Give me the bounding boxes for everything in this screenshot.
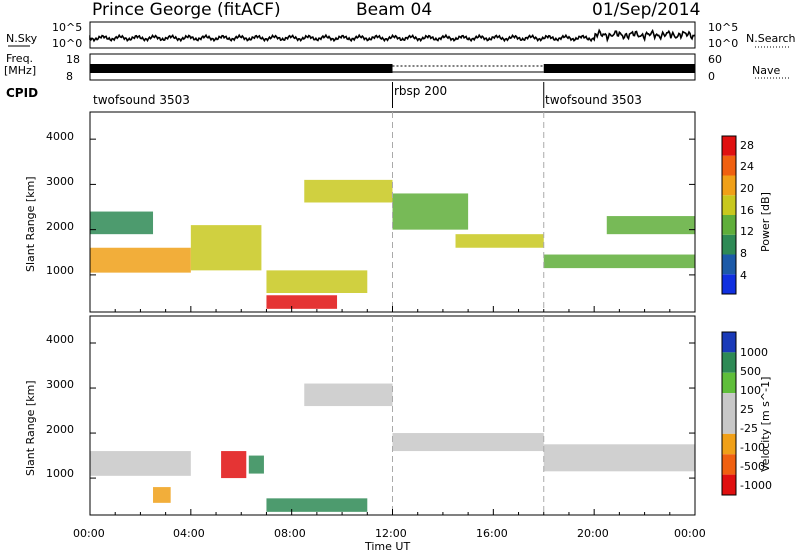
cpid-label: CPID [6,86,39,100]
xtick-12: 12:00 [375,527,407,540]
power-cbar-tick-28: 28 [740,139,754,152]
xtick-20: 20:00 [577,527,609,540]
velocity-colorbar [721,331,737,496]
velocity-cbar-cell-8 [722,474,736,495]
freq-bar-2 [543,64,695,73]
velocity-ytick-1000: 1000 [46,467,74,480]
vel-cbar-tick-25: 25 [740,403,754,416]
power-cbar-cell-7 [722,155,736,176]
vel-cbar-tick-100: 100 [740,384,761,397]
nsearch-label: N.Search [746,32,796,45]
nsearch-tick-bottom: 10^0 [708,37,739,50]
power-cbar-cell-1 [722,274,736,294]
nsky-tick-bottom: 10^0 [52,37,83,50]
nsky-trace [89,28,696,43]
date-title: 01/Sep/2014 [592,0,701,20]
cpid-segment-3: twofsound 3503 [545,93,642,107]
velocity-band-8 [153,487,171,503]
velocity-band-7 [543,444,695,472]
beam-title: Beam 04 [356,0,433,20]
power-band-7 [392,193,469,230]
nave-label: Nave [752,64,781,77]
cpid-segment-1: twofsound 3503 [93,93,190,107]
velocity-cbar-cell-1 [722,332,736,353]
power-band-4 [266,295,338,309]
freq-bar-1 [90,64,393,73]
power-band-5 [266,270,368,293]
power-band-10 [606,216,695,235]
freq-unit: [MHz] [4,64,37,77]
vel-cbar-tick-m100: -100 [740,441,765,454]
velocity-cbar-cell-5 [722,413,736,434]
power-band-9 [543,254,695,269]
power-colorbar [721,135,737,295]
nsky-panel [89,21,696,49]
freq-tick-bottom: 8 [66,70,73,83]
station-title: Prince George (fitACF) [92,0,281,20]
power-cbar-tick-12: 12 [740,225,754,238]
power-cbar-cell-4 [722,215,736,235]
velocity-cbar-cell-4 [722,393,736,414]
power-cbar-tick-24: 24 [740,160,754,173]
velocity-band-4 [266,498,368,512]
velocity-ytick-4000: 4000 [46,333,74,346]
xtick-16: 16:00 [476,527,508,540]
velocity-cbar-cell-6 [722,433,736,455]
power-cbar-tick-4: 4 [740,269,747,282]
nsky-tick-top: 10^5 [52,21,83,34]
velocity-cbar-cell-7 [722,454,736,475]
power-cbar-tick-16: 16 [740,204,754,217]
nave-tick-bottom: 0 [708,70,715,83]
power-band-3 [190,225,262,271]
vel-cbar-tick-m500: -500 [740,460,765,473]
xtick-24: 00:00 [674,527,706,540]
xtick-04: 04:00 [173,527,205,540]
nsearch-tick-top: 10^5 [708,21,739,34]
power-cbar-cell-2 [722,254,736,275]
power-band-2 [90,211,154,235]
velocity-ytick-2000: 2000 [46,423,74,436]
power-cbar-tick-8: 8 [740,247,747,260]
velocity-cbar-cell-3 [722,372,736,394]
velocity-band-1 [90,451,191,476]
xtick-00: 00:00 [73,527,105,540]
nsky-label: N.Sky [6,32,38,45]
power-band-1 [90,247,191,273]
power-cbar-cell-6 [722,175,736,196]
velocity-band-6 [392,433,544,452]
velocity-ytick-3000: 3000 [46,378,74,391]
power-band-6 [304,179,393,203]
power-ytick-4000: 4000 [46,130,74,143]
power-band-8 [455,234,544,248]
vel-cbar-tick-m1000: -1000 [740,479,772,492]
velocity-cbar-cell-2 [722,352,736,373]
cpid-segment-2: rbsp 200 [394,84,448,98]
vel-cbar-tick-500: 500 [740,365,761,378]
power-cbar-tick-20: 20 [740,182,754,195]
power-cbar-cell-5 [722,195,736,215]
power-ytick-2000: 2000 [46,220,74,233]
velocity-band-3 [248,455,264,474]
power-ytick-3000: 3000 [46,175,74,188]
xtick-08: 08:00 [274,527,306,540]
xaxis-label: Time UT [365,540,411,553]
power-cbar-cell-8 [722,136,736,156]
freq-label: Freq. [6,52,34,65]
freq-tick-top: 18 [66,53,80,66]
nave-tick-top: 60 [708,53,722,66]
power-ytick-1000: 1000 [46,264,74,277]
velocity-frame [89,315,696,516]
vel-cbar-tick-1000: 1000 [740,346,768,359]
power-cbar-cell-3 [722,234,736,255]
vel-cbar-tick-m25: -25 [740,422,758,435]
velocity-band-5 [304,383,393,407]
velocity-band-2 [221,451,247,479]
